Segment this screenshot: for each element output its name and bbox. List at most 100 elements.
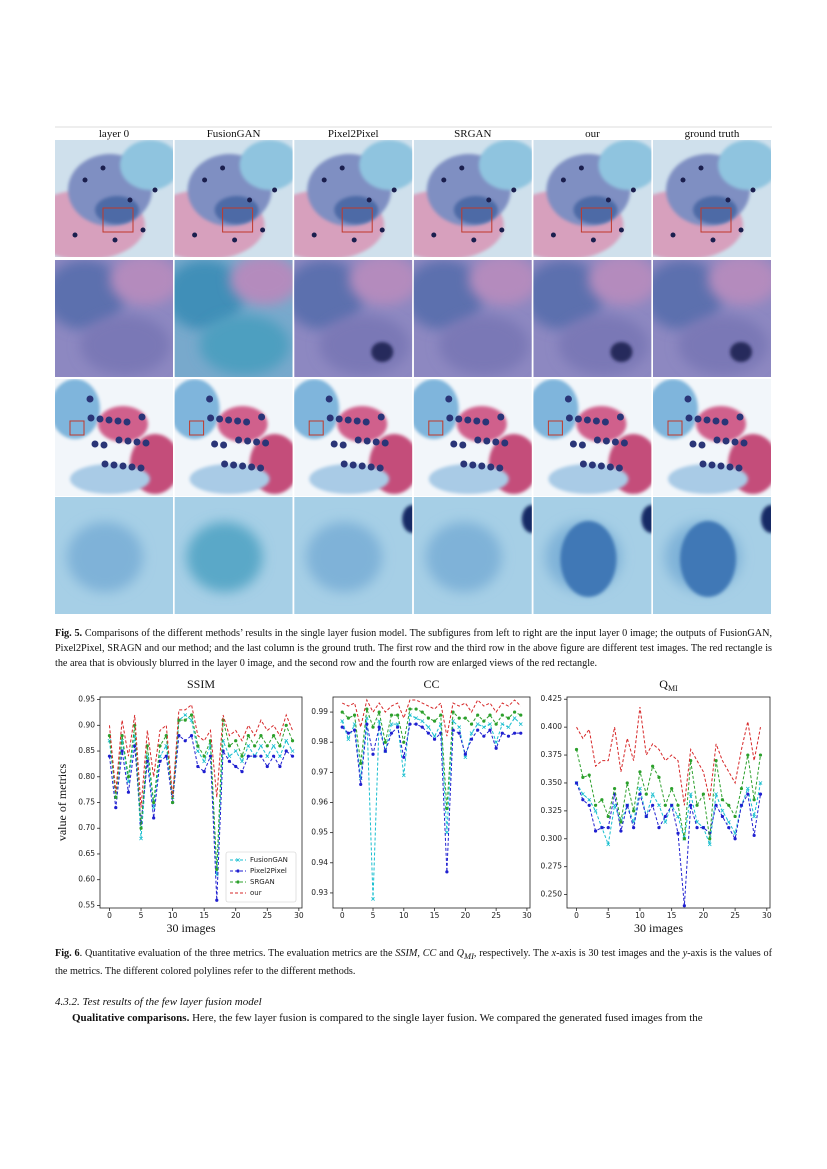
point [663,814,667,819]
nucleus [335,415,343,423]
blob [337,406,388,442]
nucleus [72,232,78,238]
series-line [576,782,761,906]
nucleus [248,463,256,471]
caption-text: . Quantitative evaluation of the three m… [79,948,396,959]
image-cell [533,260,652,377]
point [126,775,131,779]
caption-text: CC [422,948,437,959]
point [644,792,648,796]
point [752,798,756,802]
nucleus [578,441,586,449]
point [346,716,350,720]
point [152,816,156,820]
point [426,731,431,735]
image [653,140,771,257]
point [650,792,655,797]
caption-label: Fig. 5. [55,628,83,639]
blob [189,464,270,494]
point [420,725,424,729]
series-line [576,749,761,839]
nucleus [455,415,463,423]
nucleus [330,440,338,448]
nucleus [611,438,619,446]
nucleus [311,232,317,238]
blob [653,379,698,439]
point [606,826,610,830]
image [294,140,413,257]
nucleus [726,463,734,471]
point [500,713,504,717]
roi [69,420,85,436]
x-tick-label: 15 [667,911,677,920]
point [240,770,244,774]
image-cell [294,497,413,614]
image-cell [294,379,413,496]
nucleus [230,461,238,469]
y-tick-label: 0.70 [78,823,95,832]
paragraph-text: Here, the few layer fusion is compared t… [189,1012,703,1024]
nucleus [606,463,614,471]
point [506,725,511,730]
image [533,140,652,257]
legend-label: SRGAN [250,878,275,886]
section-heading: 4.3.2. Test results of the few layer fus… [55,996,262,1008]
point [682,837,686,841]
blob [413,379,459,439]
point [476,713,480,717]
x-tick-label: 20 [699,911,709,920]
point [227,759,232,763]
point [246,744,251,748]
y-tick-label: 0.325 [541,806,563,815]
nucleus [574,415,582,423]
nucleus [550,232,556,238]
blob [70,464,150,494]
y-tick-label: 0.93 [311,888,328,897]
point [383,740,387,744]
point [240,759,244,764]
image-cell [174,140,293,257]
point [488,722,492,727]
point [377,719,382,723]
point [644,814,648,819]
image [653,379,771,496]
nucleus [616,413,624,421]
point [593,808,598,813]
point [346,731,350,735]
nucleus [381,439,389,447]
point [746,792,750,796]
caption-text: -axis is 30 test images and the [556,948,683,959]
point [451,710,455,714]
series-line [341,708,521,809]
nucleus [730,342,752,362]
image [413,379,532,496]
image [55,260,173,377]
point [395,722,400,727]
caption-text: , respectively. The [473,948,552,959]
nucleus [391,187,397,193]
x-tick-label: 5 [606,911,611,920]
y-tick-label: 0.250 [541,890,563,899]
point [619,829,623,833]
nucleus [431,232,437,238]
point [638,792,642,796]
nucleus [96,415,104,423]
nucleus [225,416,233,424]
roi [102,207,134,233]
image-cell [294,260,413,377]
point [632,809,636,813]
blob [174,379,220,439]
point [352,728,357,732]
point [714,803,718,807]
nucleus [565,414,573,422]
y-tick-label: 0.350 [541,778,563,787]
blob [80,315,170,375]
point [377,710,381,714]
blob [98,406,148,442]
image [55,497,173,614]
nucleus [689,440,697,448]
nucleus [82,177,88,183]
point [708,837,712,841]
point [445,830,449,835]
nucleus [694,415,702,423]
